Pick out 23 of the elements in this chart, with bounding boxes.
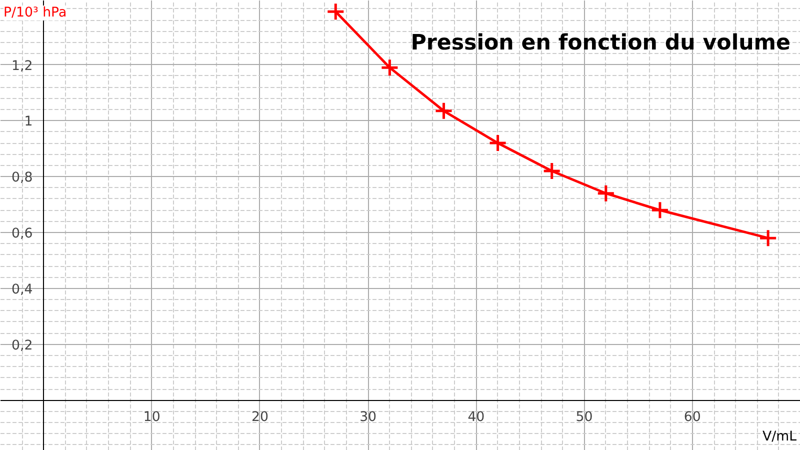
y-tick-label: 1: [24, 114, 33, 130]
x-tick-label: 60: [684, 410, 701, 426]
x-tick-label: 20: [251, 410, 268, 426]
y-tick-label: 0,2: [12, 338, 33, 354]
x-axis-title: V/mL: [762, 430, 798, 444]
y-tick-label: 0,8: [12, 170, 33, 186]
point: [326, 2, 345, 21]
y-tick-label: 0,6: [12, 226, 33, 242]
x-tick-label: 40: [468, 410, 485, 426]
x-tick-label: 10: [143, 410, 160, 426]
point: [488, 134, 508, 152]
y-tick-label: 1,2: [12, 58, 33, 74]
point: [542, 162, 562, 180]
point: [758, 228, 778, 248]
point: [380, 58, 399, 77]
point: [650, 200, 670, 220]
y-tick-label: 0,4: [12, 282, 33, 298]
text: Pression en fonction du volume: [410, 30, 791, 56]
y-axis-title: P/10³ hPa: [4, 6, 67, 20]
x-tick-label: 30: [360, 410, 377, 426]
point: [434, 102, 453, 120]
point: [596, 184, 616, 203]
x-tick-label: 50: [576, 410, 593, 426]
